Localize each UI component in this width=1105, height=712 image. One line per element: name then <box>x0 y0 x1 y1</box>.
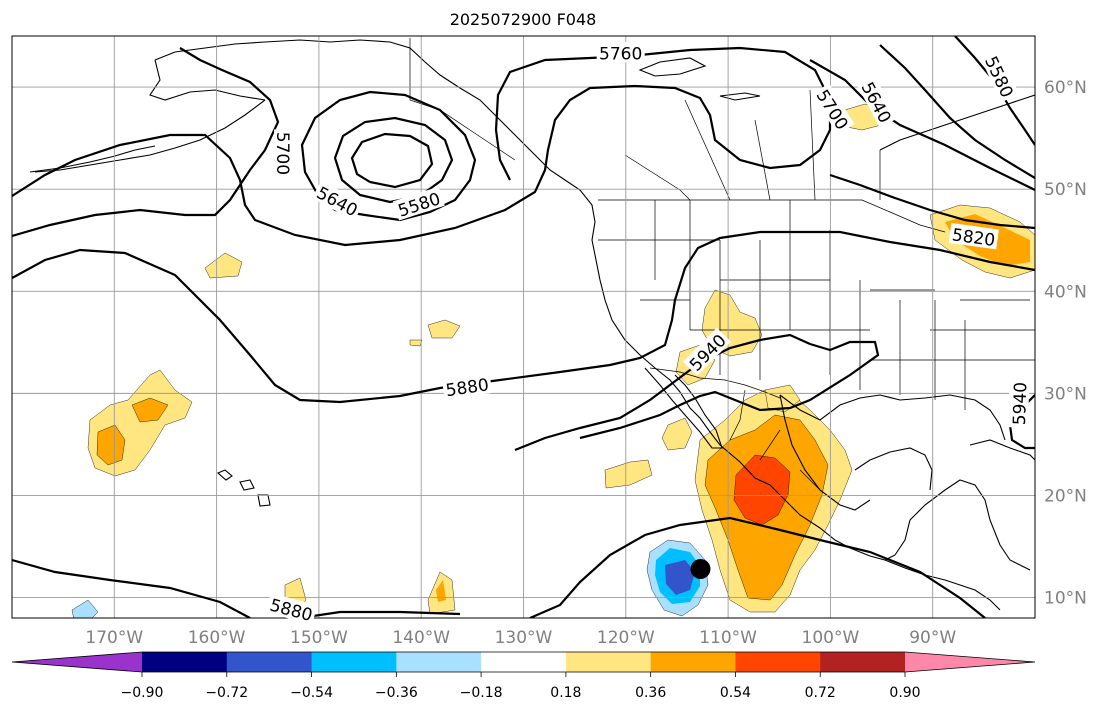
latitude-tick-label: 60°N <box>1044 78 1087 98</box>
contour-label-background <box>311 180 364 221</box>
colorbar-tick-label: −0.72 <box>205 685 248 701</box>
coastlines <box>29 39 1035 611</box>
figure-title: 2025072900 F048 <box>450 10 597 29</box>
longitude-tick-label: 120°W <box>597 628 655 648</box>
contour-label-background <box>948 222 999 250</box>
longitude-tick-label: 110°W <box>699 628 757 648</box>
alaska-peninsula <box>34 99 266 173</box>
colorbar-segment <box>565 652 652 672</box>
contour-5700 <box>12 47 280 238</box>
colorbar-segment <box>226 652 313 672</box>
contour-label-background <box>596 42 645 63</box>
alaska-west <box>149 59 266 101</box>
colorbar-tick-label: 0.72 <box>805 685 836 701</box>
contour-5700-east <box>809 59 1035 191</box>
aleutian-islands <box>29 145 156 173</box>
colorbar-extend-low <box>12 652 142 672</box>
colorbar-segment <box>142 652 228 672</box>
latitude-tick-label: 50°N <box>1044 180 1087 200</box>
longitude-tick-label: 140°W <box>392 628 450 648</box>
storm-center-marker <box>690 558 711 579</box>
us-canada-border <box>598 199 946 233</box>
colorbar-segment <box>735 652 821 672</box>
latitude-tick-labels: 60°N 50°N 40°N 30°N 20°N 10°N <box>1044 78 1087 609</box>
colorbar-tick-label: −0.54 <box>290 685 333 701</box>
gulf-coast <box>894 479 1031 571</box>
anomaly-region-epac-1 <box>604 459 653 489</box>
contour-label: 5940 <box>1010 382 1031 426</box>
colorbar-tick-label: 0.36 <box>635 685 666 701</box>
contour-label-background <box>812 83 855 135</box>
colorbar-extend-high <box>905 652 1035 672</box>
baja-peninsula <box>644 367 723 449</box>
longitude-tick-label: 150°W <box>290 628 348 648</box>
latitude-tick-label: 20°N <box>1044 486 1087 506</box>
colorbar-segment <box>481 652 567 672</box>
contour-label-background <box>441 373 493 400</box>
canada-provinces <box>624 89 881 201</box>
anomaly-region-small-5 <box>409 339 423 347</box>
map-frame <box>11 35 1036 619</box>
colorbar-tick-label: −0.90 <box>121 685 164 701</box>
anomaly-region-gulf-cal <box>661 417 693 451</box>
colorbar-tick-label: 0.18 <box>550 685 581 701</box>
contour-label-background <box>857 76 898 128</box>
contour-label-background <box>682 327 731 376</box>
latitude-tick-label: 30°N <box>1044 384 1087 404</box>
mexico-gulf-side <box>779 394 871 511</box>
contour-label-background <box>265 592 318 625</box>
latitude-tick-label: 10°N <box>1044 589 1087 609</box>
yucatan <box>854 447 933 491</box>
contour-5640-ring <box>300 90 477 222</box>
arctic-islands <box>638 57 761 101</box>
longitude-tick-label: 100°W <box>802 628 860 648</box>
contour-label-background <box>1007 379 1030 428</box>
longitude-tick-label: 130°W <box>495 628 553 648</box>
colorbar-segment <box>650 652 736 672</box>
contour-label-background <box>980 50 1020 103</box>
contour-label-background <box>392 186 445 221</box>
contour-5940 <box>514 333 880 452</box>
colorbar-segment <box>396 652 482 672</box>
anomaly-region-negative-054 <box>665 560 695 595</box>
contour-5880 <box>12 230 1035 404</box>
anomaly-region-small-4b <box>436 580 446 602</box>
north-america-coast <box>154 39 896 561</box>
cuba <box>969 439 1035 461</box>
us-gulf-coast <box>779 394 1006 441</box>
colorbar-segment <box>311 652 397 672</box>
colorbar-tick-label: −0.36 <box>375 685 418 701</box>
anomaly-region-small-1 <box>204 252 243 279</box>
us-mexico-border <box>649 367 781 399</box>
longitude-tick-labels: 170°W 160°W 150°W 140°W 130°W 120°W 110°W 100°W… <box>85 628 956 648</box>
anomaly-region-pacific-west-036b <box>131 397 169 423</box>
anomaly-region-mexico-072 <box>733 454 791 526</box>
colorbar-tick-label: 0.90 <box>889 685 920 701</box>
colorbar: −0.90 −0.72 −0.54 −0.36 −0.18 0.18 0.36 0.54 0.7… <box>11 651 1036 701</box>
contour-label: 5700 <box>272 132 292 175</box>
central-america <box>884 559 1001 611</box>
anomaly-region-negative-small <box>71 599 99 618</box>
contour-label: 5760 <box>599 44 642 64</box>
contour-5820 <box>829 173 1035 230</box>
anomaly-region-small-2 <box>427 319 461 339</box>
anomaly-region-pacific-west-036 <box>96 424 126 466</box>
colorbar-tick-label: 0.54 <box>720 685 751 701</box>
colorbar-segment <box>820 652 906 672</box>
longitude-tick-label: 160°W <box>188 628 246 648</box>
longitude-tick-label: 90°W <box>909 628 956 648</box>
colorbar-tick-label: −0.18 <box>460 685 503 701</box>
hudson-bay-east <box>879 94 1035 151</box>
mexico-states <box>729 389 821 491</box>
contour-5880-south <box>12 516 986 618</box>
contour-label-background <box>274 129 295 178</box>
longitude-tick-label: 170°W <box>85 628 143 648</box>
contour-5520-ring <box>350 132 434 189</box>
contour-5640-east <box>879 44 1035 179</box>
latitude-tick-label: 40°N <box>1044 282 1087 302</box>
hawaii <box>216 469 271 507</box>
